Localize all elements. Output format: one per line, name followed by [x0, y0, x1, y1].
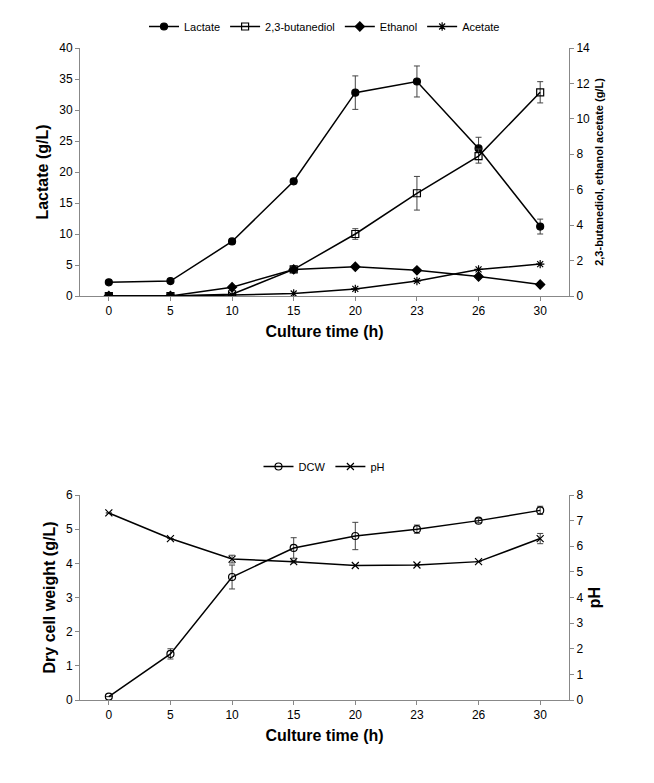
svg-text:10: 10: [225, 708, 239, 722]
svg-text:12: 12: [576, 77, 590, 91]
svg-text:14: 14: [576, 41, 590, 55]
svg-text:0: 0: [66, 289, 73, 303]
svg-text:pH: pH: [586, 587, 603, 608]
svg-text:2: 2: [66, 625, 73, 639]
svg-text:6: 6: [66, 488, 73, 502]
svg-text:2: 2: [576, 642, 583, 656]
svg-text:6: 6: [576, 183, 583, 197]
svg-text:3: 3: [576, 616, 583, 630]
svg-text:6: 6: [576, 539, 583, 553]
svg-text:1: 1: [66, 659, 73, 673]
svg-text:5: 5: [167, 708, 174, 722]
svg-text:23: 23: [410, 708, 424, 722]
svg-text:30: 30: [534, 304, 548, 318]
svg-text:2,3-butanediol, ethanol acetat: 2,3-butanediol, ethanol acetate (g/L): [593, 78, 605, 266]
svg-text:3: 3: [66, 591, 73, 605]
svg-text:20: 20: [59, 165, 73, 179]
svg-text:8: 8: [576, 147, 583, 161]
svg-text:DCW: DCW: [299, 461, 326, 473]
svg-text:20: 20: [349, 708, 363, 722]
svg-text:Culture time (h): Culture time (h): [265, 727, 383, 744]
svg-text:26: 26: [472, 304, 486, 318]
svg-text:5: 5: [167, 304, 174, 318]
svg-text:0: 0: [66, 693, 73, 707]
svg-text:20: 20: [349, 304, 363, 318]
svg-text:Culture time (h): Culture time (h): [265, 323, 383, 340]
svg-text:30: 30: [534, 708, 548, 722]
svg-text:10: 10: [59, 227, 73, 241]
svg-text:40: 40: [59, 41, 73, 55]
svg-text:1: 1: [576, 668, 583, 682]
svg-text:4: 4: [576, 218, 583, 232]
svg-text:Ethanol: Ethanol: [380, 21, 417, 33]
svg-text:15: 15: [287, 304, 301, 318]
svg-text:10: 10: [225, 304, 239, 318]
svg-text:5: 5: [576, 565, 583, 579]
svg-text:15: 15: [287, 708, 301, 722]
svg-text:23: 23: [410, 304, 424, 318]
svg-text:pH: pH: [370, 461, 384, 473]
svg-text:26: 26: [472, 708, 486, 722]
svg-text:4: 4: [576, 591, 583, 605]
svg-text:10: 10: [576, 112, 590, 126]
svg-text:2,3-butanediol: 2,3-butanediol: [265, 21, 335, 33]
svg-text:0: 0: [105, 304, 112, 318]
svg-text:0: 0: [576, 289, 583, 303]
svg-text:25: 25: [59, 134, 73, 148]
svg-text:8: 8: [576, 488, 583, 502]
svg-text:35: 35: [59, 72, 73, 86]
svg-text:5: 5: [66, 522, 73, 536]
svg-text:4: 4: [66, 557, 73, 571]
svg-text:Dry cell weight (g/L): Dry cell weight (g/L): [41, 521, 58, 673]
svg-text:0: 0: [105, 708, 112, 722]
svg-text:Lactate (g/L): Lactate (g/L): [34, 124, 51, 219]
svg-text:7: 7: [576, 514, 583, 528]
svg-text:2: 2: [576, 254, 583, 268]
svg-text:30: 30: [59, 103, 73, 117]
svg-text:15: 15: [59, 196, 73, 210]
svg-text:0: 0: [576, 693, 583, 707]
svg-text:Lactate: Lactate: [184, 21, 220, 33]
svg-text:5: 5: [66, 258, 73, 272]
svg-text:Acetate: Acetate: [462, 21, 499, 33]
